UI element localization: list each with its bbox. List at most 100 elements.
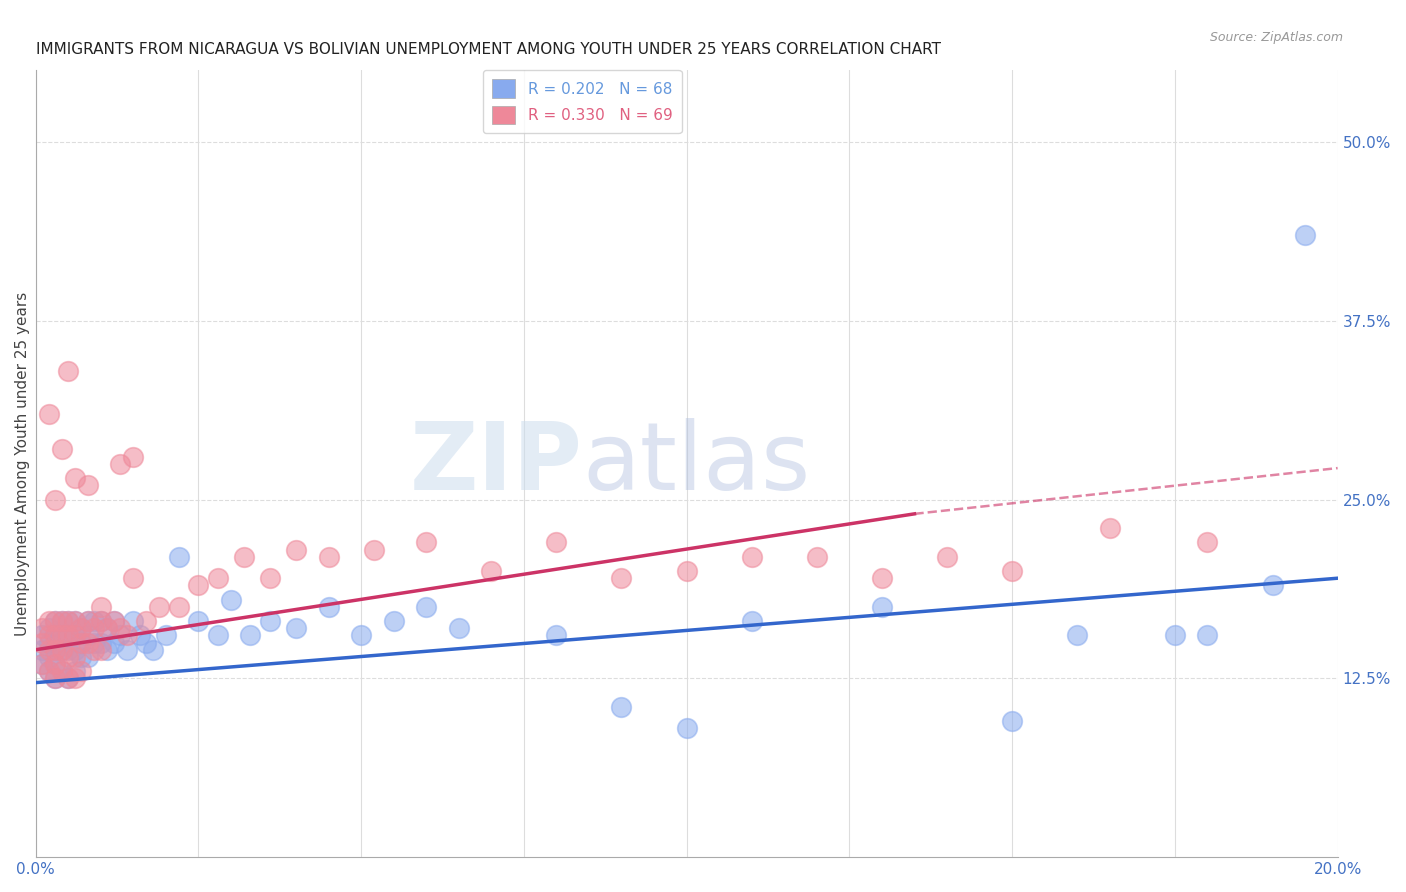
Point bbox=[44, 614, 66, 628]
Point bbox=[51, 614, 73, 628]
Point bbox=[56, 642, 79, 657]
Point bbox=[207, 571, 229, 585]
Point bbox=[363, 542, 385, 557]
Point bbox=[38, 614, 60, 628]
Point bbox=[870, 599, 893, 614]
Text: atlas: atlas bbox=[582, 417, 811, 510]
Point bbox=[56, 628, 79, 642]
Point bbox=[83, 642, 105, 657]
Point bbox=[31, 621, 53, 635]
Point bbox=[90, 599, 112, 614]
Point bbox=[44, 628, 66, 642]
Point bbox=[31, 635, 53, 649]
Point bbox=[96, 621, 118, 635]
Point bbox=[44, 614, 66, 628]
Point bbox=[122, 571, 145, 585]
Point bbox=[56, 671, 79, 685]
Point bbox=[232, 549, 254, 564]
Point bbox=[1197, 535, 1219, 549]
Point bbox=[90, 642, 112, 657]
Point bbox=[90, 614, 112, 628]
Point bbox=[115, 642, 138, 657]
Point bbox=[447, 621, 470, 635]
Point bbox=[122, 450, 145, 464]
Point bbox=[31, 657, 53, 671]
Point bbox=[63, 471, 86, 485]
Point bbox=[76, 614, 98, 628]
Point bbox=[63, 614, 86, 628]
Point bbox=[38, 642, 60, 657]
Point bbox=[63, 642, 86, 657]
Point bbox=[1001, 564, 1024, 578]
Point bbox=[108, 621, 131, 635]
Point bbox=[63, 628, 86, 642]
Point bbox=[70, 635, 93, 649]
Point bbox=[382, 614, 405, 628]
Point bbox=[63, 614, 86, 628]
Point bbox=[1294, 227, 1316, 242]
Point bbox=[675, 564, 697, 578]
Point bbox=[610, 700, 633, 714]
Point bbox=[51, 442, 73, 457]
Point bbox=[51, 614, 73, 628]
Point bbox=[318, 549, 340, 564]
Point bbox=[122, 614, 145, 628]
Point bbox=[51, 642, 73, 657]
Point bbox=[479, 564, 502, 578]
Point bbox=[83, 614, 105, 628]
Point bbox=[76, 635, 98, 649]
Point bbox=[936, 549, 959, 564]
Point bbox=[90, 614, 112, 628]
Point bbox=[56, 364, 79, 378]
Point bbox=[56, 628, 79, 642]
Point bbox=[38, 407, 60, 421]
Point bbox=[167, 549, 190, 564]
Point bbox=[128, 628, 150, 642]
Point bbox=[83, 635, 105, 649]
Point bbox=[259, 614, 281, 628]
Point bbox=[1197, 628, 1219, 642]
Point bbox=[350, 628, 373, 642]
Point bbox=[285, 542, 308, 557]
Point bbox=[44, 671, 66, 685]
Point bbox=[1066, 628, 1088, 642]
Text: Source: ZipAtlas.com: Source: ZipAtlas.com bbox=[1209, 31, 1343, 45]
Point bbox=[187, 578, 209, 592]
Point bbox=[115, 628, 138, 642]
Point bbox=[38, 664, 60, 678]
Point bbox=[51, 664, 73, 678]
Point bbox=[63, 671, 86, 685]
Point bbox=[108, 628, 131, 642]
Point bbox=[135, 635, 157, 649]
Point bbox=[806, 549, 828, 564]
Point bbox=[259, 571, 281, 585]
Point bbox=[142, 642, 165, 657]
Point bbox=[70, 621, 93, 635]
Point bbox=[187, 614, 209, 628]
Point bbox=[38, 664, 60, 678]
Point bbox=[38, 628, 60, 642]
Point bbox=[51, 628, 73, 642]
Y-axis label: Unemployment Among Youth under 25 years: Unemployment Among Youth under 25 years bbox=[15, 292, 30, 636]
Text: IMMIGRANTS FROM NICARAGUA VS BOLIVIAN UNEMPLOYMENT AMONG YOUTH UNDER 25 YEARS CO: IMMIGRANTS FROM NICARAGUA VS BOLIVIAN UN… bbox=[35, 42, 941, 57]
Point bbox=[546, 535, 568, 549]
Point bbox=[44, 492, 66, 507]
Point bbox=[108, 457, 131, 471]
Point bbox=[1098, 521, 1121, 535]
Point bbox=[675, 722, 697, 736]
Point bbox=[76, 614, 98, 628]
Point bbox=[207, 628, 229, 642]
Text: ZIP: ZIP bbox=[409, 417, 582, 510]
Point bbox=[63, 649, 86, 664]
Point bbox=[31, 628, 53, 642]
Point bbox=[148, 599, 170, 614]
Point bbox=[63, 664, 86, 678]
Point bbox=[44, 671, 66, 685]
Point bbox=[103, 635, 125, 649]
Point bbox=[38, 635, 60, 649]
Point bbox=[239, 628, 262, 642]
Point bbox=[44, 628, 66, 642]
Point bbox=[70, 649, 93, 664]
Point bbox=[741, 549, 763, 564]
Point bbox=[56, 649, 79, 664]
